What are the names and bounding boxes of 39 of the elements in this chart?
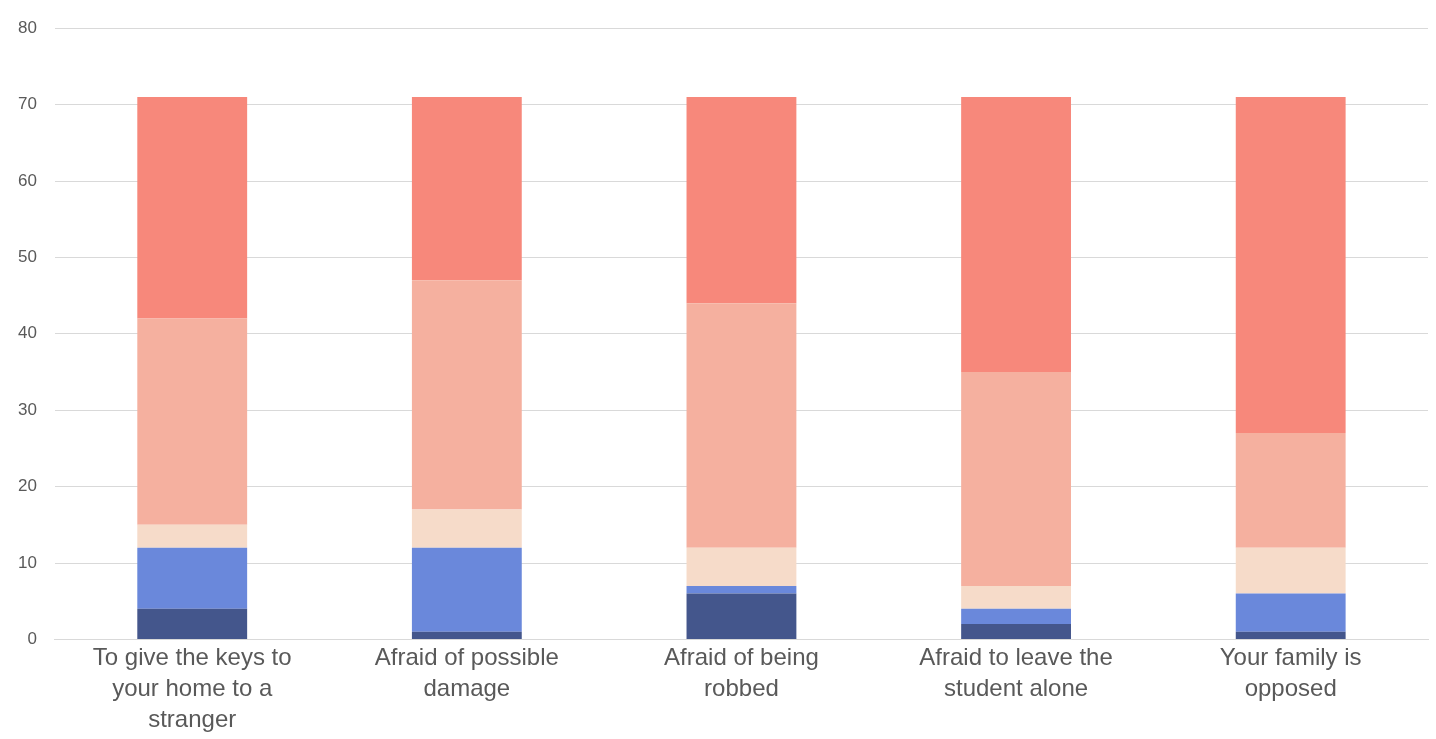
bar [686,96,797,304]
bar [961,608,1071,625]
x-tick-label: To give the keys to your home to a stranger [92,642,292,733]
y-tick-label: 60 [17,170,37,190]
bar [1235,631,1346,639]
bar [411,631,522,639]
bar [1235,433,1346,548]
bar [137,547,248,609]
bar [686,547,797,586]
bar [137,318,248,525]
y-tick-label: 70 [17,94,37,114]
x-tick-label: Afraid of being robbed [664,642,819,701]
bar [411,547,522,632]
bar [961,372,1071,586]
y-tick-label: 20 [17,476,37,496]
bar [961,96,1071,372]
bar [686,593,797,639]
bar [1235,547,1346,594]
y-tick-label: 30 [17,399,37,419]
x-tick-label: Afraid of possible damage [374,642,559,701]
bar [961,624,1071,639]
bar [411,96,522,281]
bar [411,509,522,548]
bar [137,608,248,639]
y-tick-label: 10 [17,552,37,572]
y-tick-label: 40 [17,323,37,343]
bar [1235,96,1346,434]
bar [961,585,1071,609]
bar [411,280,522,510]
y-tick-label: 50 [17,247,37,267]
y-tick-label: 0 [27,629,37,649]
bar [137,96,248,319]
y-tick-label: 80 [17,17,37,37]
bar [1235,593,1346,632]
bar [686,303,797,548]
x-tick-label: Afraid to leave the student alone [919,642,1113,701]
bar [137,524,248,548]
x-tick-label: Your family is opposed [1219,642,1362,701]
bar [686,585,797,594]
